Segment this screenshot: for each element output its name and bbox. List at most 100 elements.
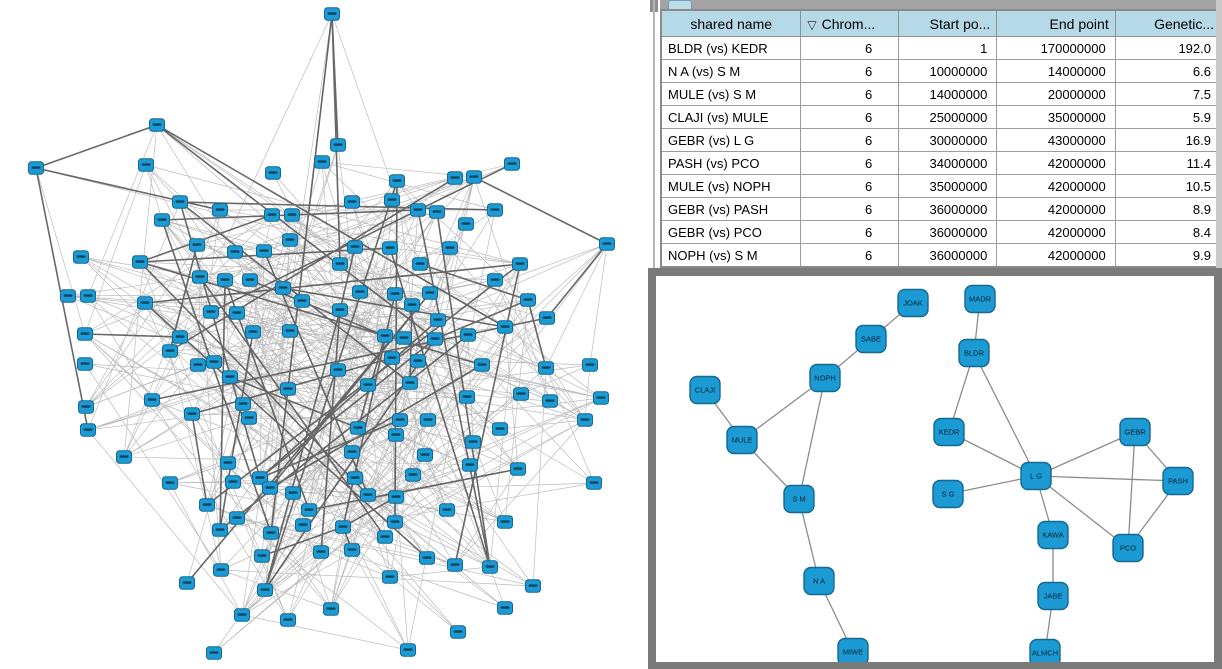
network-node[interactable] xyxy=(263,526,279,540)
node-noph[interactable]: NOPH xyxy=(809,363,841,393)
network-node[interactable] xyxy=(497,320,513,334)
sub-network-canvas[interactable]: JOAK SABE NOPH CLAJI MULE S M N A MIWE MADR BLDR K… xyxy=(656,276,1214,662)
network-node[interactable] xyxy=(344,195,360,209)
network-node[interactable] xyxy=(388,428,404,442)
network-node[interactable] xyxy=(285,486,301,500)
network-node[interactable] xyxy=(419,551,435,565)
network-node[interactable] xyxy=(482,560,498,574)
network-node[interactable] xyxy=(384,351,400,365)
network-node[interactable] xyxy=(402,376,418,390)
network-node[interactable] xyxy=(487,273,503,287)
network-node[interactable] xyxy=(220,456,236,470)
network-node[interactable] xyxy=(330,363,346,377)
main-network-panel[interactable] xyxy=(0,0,648,669)
network-node[interactable] xyxy=(262,481,278,495)
network-node[interactable] xyxy=(184,407,200,421)
network-node[interactable] xyxy=(132,255,148,269)
column-header-end-point[interactable]: End point xyxy=(996,9,1116,37)
node-madr[interactable]: MADR xyxy=(964,284,996,314)
network-node[interactable] xyxy=(206,646,222,660)
network-node[interactable] xyxy=(144,393,160,407)
node-s-g[interactable]: S G xyxy=(932,479,964,509)
network-node[interactable] xyxy=(344,445,360,459)
table-row[interactable]: MULE (vs) S M 6 14000000 20000000 7.5 xyxy=(660,82,1222,106)
network-node[interactable] xyxy=(80,423,96,437)
network-node[interactable] xyxy=(192,270,208,284)
node-mule[interactable]: MULE xyxy=(726,425,758,455)
network-node[interactable] xyxy=(344,543,360,557)
network-node[interactable] xyxy=(172,195,188,209)
network-node[interactable] xyxy=(217,273,233,287)
panel-splitter[interactable] xyxy=(648,0,660,268)
table-row[interactable]: N A (vs) S M 6 10000000 14000000 6.6 xyxy=(660,59,1222,83)
network-node[interactable] xyxy=(229,511,245,525)
network-node[interactable] xyxy=(352,285,368,299)
network-node[interactable] xyxy=(172,330,188,344)
network-node[interactable] xyxy=(422,286,438,300)
network-node[interactable] xyxy=(410,203,426,217)
column-header-start-position[interactable]: Start po... xyxy=(898,9,998,37)
network-edge[interactable] xyxy=(1035,431,1136,477)
network-node[interactable] xyxy=(332,257,348,271)
network-node[interactable] xyxy=(360,378,376,392)
network-node[interactable] xyxy=(179,576,195,590)
network-node[interactable] xyxy=(582,358,598,372)
network-node[interactable] xyxy=(199,498,215,512)
network-node[interactable] xyxy=(190,358,206,372)
network-node[interactable] xyxy=(492,422,508,436)
node-claji[interactable]: CLAJI xyxy=(689,375,721,405)
network-node[interactable] xyxy=(577,413,593,427)
network-node[interactable] xyxy=(295,518,311,532)
filter-icon[interactable]: ▽ xyxy=(807,17,817,32)
table-row[interactable]: NOPH (vs) S M 6 36000000 42000000 9.9 xyxy=(660,243,1222,268)
network-node[interactable] xyxy=(420,413,436,427)
network-node[interactable] xyxy=(525,579,541,593)
network-node[interactable] xyxy=(539,311,555,325)
network-node[interactable] xyxy=(314,155,330,169)
network-node[interactable] xyxy=(301,503,317,517)
network-node[interactable] xyxy=(60,289,76,303)
network-node[interactable] xyxy=(360,488,376,502)
network-node[interactable] xyxy=(593,391,609,405)
network-node[interactable] xyxy=(429,205,445,219)
network-node[interactable] xyxy=(400,643,416,657)
node-pco[interactable]: PCO xyxy=(1112,533,1144,563)
column-header-chromosome[interactable]: ▽ Chrom... xyxy=(800,9,900,37)
node-sabe[interactable]: SABE xyxy=(855,324,887,354)
network-node[interactable] xyxy=(229,306,245,320)
network-node[interactable] xyxy=(404,298,420,312)
network-node[interactable] xyxy=(384,193,400,207)
column-header-shared-name[interactable]: shared name xyxy=(660,9,802,37)
network-node[interactable] xyxy=(439,503,455,517)
network-node[interactable] xyxy=(417,448,433,462)
network-node[interactable] xyxy=(388,490,404,504)
network-node[interactable] xyxy=(225,475,241,489)
network-node[interactable] xyxy=(347,471,363,485)
network-node[interactable] xyxy=(447,558,463,572)
network-node[interactable] xyxy=(265,166,281,180)
table-row[interactable]: GEBR (vs) L G 6 30000000 43000000 16.9 xyxy=(660,128,1222,152)
sub-network-panel[interactable]: JOAK SABE NOPH CLAJI MULE S M N A MIWE MADR BLDR K… xyxy=(648,268,1222,669)
network-node[interactable] xyxy=(459,390,475,404)
node-kedr[interactable]: KEDR xyxy=(933,417,965,447)
network-node[interactable] xyxy=(284,208,300,222)
network-edge[interactable] xyxy=(1035,475,1129,549)
network-node[interactable] xyxy=(234,608,250,622)
network-node[interactable] xyxy=(442,241,458,255)
network-node[interactable] xyxy=(206,355,222,369)
table-row[interactable]: MULE (vs) NOPH 6 35000000 42000000 10.5 xyxy=(660,174,1222,198)
network-node[interactable] xyxy=(323,602,339,616)
network-node[interactable] xyxy=(80,289,96,303)
network-node[interactable] xyxy=(382,241,398,255)
network-edge[interactable] xyxy=(973,352,1037,477)
network-node[interactable] xyxy=(275,281,291,295)
network-node[interactable] xyxy=(347,240,363,254)
node-pash[interactable]: PASH xyxy=(1162,466,1194,496)
table-row[interactable]: CLAJI (vs) MULE 6 25000000 35000000 5.9 xyxy=(660,105,1222,129)
network-node[interactable] xyxy=(504,157,520,171)
network-node[interactable] xyxy=(189,238,205,252)
network-node[interactable] xyxy=(227,245,243,259)
network-node[interactable] xyxy=(330,138,346,152)
node-l-g[interactable]: L G xyxy=(1020,461,1052,491)
network-node[interactable] xyxy=(203,305,219,319)
